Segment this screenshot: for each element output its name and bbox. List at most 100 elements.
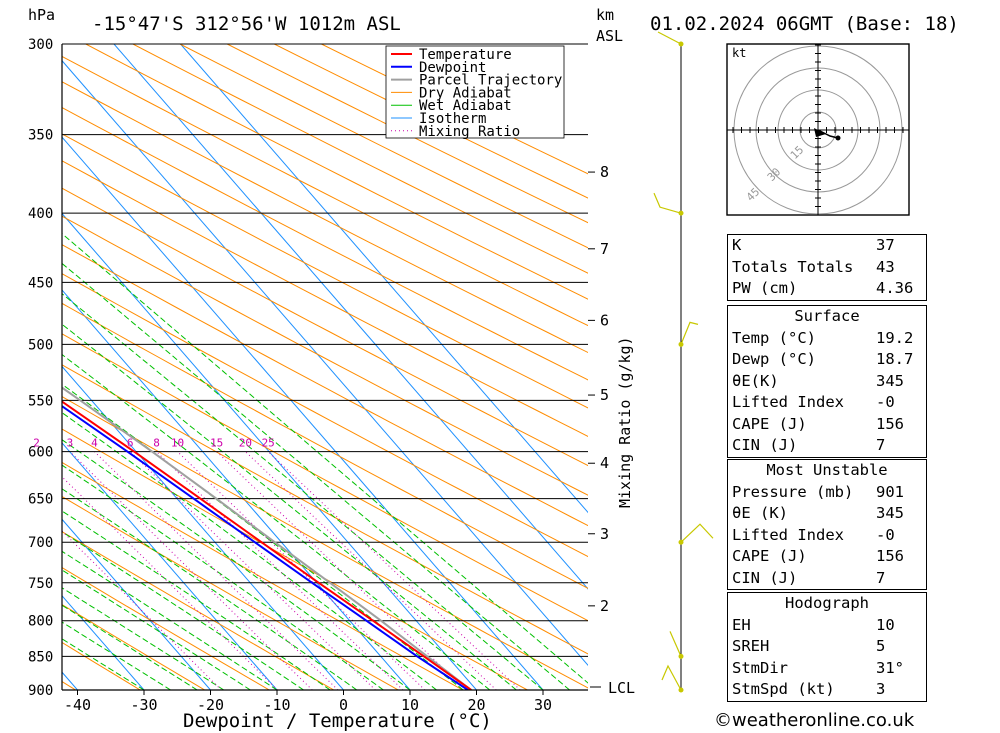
pressure-label: 900 <box>28 683 53 699</box>
height-km-label: 4 <box>600 454 609 472</box>
index-value: 7 <box>872 567 927 590</box>
index-value: 901 <box>872 481 927 503</box>
pressure-label: 850 <box>28 649 53 665</box>
surface-table: Surface Temp (°C) 19.2 Dewp (°C) 18.7 θE(K) 34… <box>727 305 927 458</box>
index-row: SREH 5 <box>727 636 927 658</box>
mixing-ratio-label: 4 <box>91 437 98 450</box>
index-value: -0 <box>872 524 927 546</box>
x-axis-title: Dewpoint / Temperature (°C) <box>183 710 492 732</box>
dry-adiabat-line <box>0 44 11 690</box>
general-indices-table: K 37 Totals Totals 43 PW (cm) 4.36 <box>727 234 927 301</box>
index-label: CIN (J) <box>727 435 872 458</box>
height-km-label: 7 <box>600 240 609 258</box>
mixing-ratio-line <box>62 476 278 690</box>
index-label: PW (cm) <box>727 278 872 301</box>
index-row: PW (cm) 4.36 <box>727 278 927 301</box>
index-label: StmSpd (kt) <box>727 679 872 702</box>
index-row: Totals Totals 43 <box>727 256 927 278</box>
pressure-label: 500 <box>28 337 53 353</box>
isotherm-line <box>113 44 588 590</box>
index-value: 345 <box>872 503 927 525</box>
index-row: Lifted Index -0 <box>727 392 927 414</box>
height-km-label: 8 <box>600 163 609 181</box>
dry-adiabat-line <box>62 273 588 558</box>
index-label: CIN (J) <box>727 567 872 590</box>
pressure-label: 750 <box>28 576 53 592</box>
isotherm-line <box>62 212 477 690</box>
pressure-label: 800 <box>28 614 53 630</box>
legend-label: Temperature <box>419 47 512 63</box>
table-section-title: Surface <box>727 305 927 328</box>
temperature-line <box>62 400 472 690</box>
dry-adiabat-line <box>62 333 588 622</box>
table-header-row: Hodograph <box>727 592 927 615</box>
wind-barb <box>680 523 714 543</box>
index-row: CAPE (J) 156 <box>727 413 927 435</box>
mixing-ratio-labels: 12346810152025 <box>33 437 275 450</box>
isotherm-line <box>180 44 588 514</box>
height-km-label: 6 <box>600 311 609 329</box>
index-value: 345 <box>872 370 927 392</box>
pressure-label: 300 <box>28 37 53 53</box>
index-label: EH <box>727 614 872 636</box>
index-value: 5 <box>872 636 927 658</box>
index-row: K 37 <box>727 234 927 257</box>
index-value: 7 <box>872 435 927 458</box>
index-value: 156 <box>872 413 927 435</box>
datetime-title: 01.02.2024 06GMT (Base: 18) <box>650 13 959 35</box>
pressure-label: 350 <box>28 128 53 144</box>
index-value: 3 <box>872 679 927 702</box>
index-value: -0 <box>872 392 927 414</box>
height-km-label: 5 <box>600 386 609 404</box>
wind-barbs <box>653 31 714 693</box>
height-km-ticks: 8 7 6 5 4 3 2 <box>588 163 609 615</box>
temperature-tick-label: 10 <box>401 696 419 714</box>
mixing-ratio-label: 15 <box>210 437 223 450</box>
index-value: 31° <box>872 657 927 679</box>
pressure-unit-label: hPa <box>28 6 55 24</box>
mixing-ratio-label: 25 <box>262 437 275 450</box>
wet-adiabat-line <box>62 621 171 690</box>
wind-barb <box>653 192 682 214</box>
hodograph: kt 15 30 45 <box>726 43 910 216</box>
legend-label: Parcel Trajectory <box>419 73 562 89</box>
lcl-label: LCL <box>608 679 635 697</box>
height-unit-asl: ASL <box>596 27 623 45</box>
index-label: Totals Totals <box>727 256 872 278</box>
index-row: θE(K) 345 <box>727 370 927 392</box>
pressure-labels: 300 350 400 450 500 550 600 650 700 750 800 850 900 <box>28 37 53 699</box>
index-row: Pressure (mb) 901 <box>727 481 927 503</box>
pressure-label: 450 <box>28 275 53 291</box>
index-row: θE (K) 345 <box>727 503 927 525</box>
mixing-ratio-axis-title: Mixing Ratio (g/kg) <box>616 336 634 508</box>
copyright-footer: ©weatheronline.co.uk <box>714 710 915 731</box>
wet-adiabat-line <box>62 323 517 690</box>
legend-label: Dewpoint <box>419 60 486 76</box>
mixing-ratio-label: 20 <box>239 437 252 450</box>
index-label: K <box>727 234 872 257</box>
temperature-tick-label: -30 <box>130 696 157 714</box>
index-label: θE (K) <box>727 503 872 525</box>
index-value: 156 <box>872 546 927 568</box>
pressure-label: 650 <box>28 492 53 508</box>
isotherm-line <box>0 44 11 690</box>
table-header-row: Most Unstable <box>727 459 927 482</box>
index-label: Dewp (°C) <box>727 349 872 371</box>
mixing-ratio-label: 10 <box>171 437 184 450</box>
index-label: CAPE (J) <box>727 413 872 435</box>
index-row: EH 10 <box>727 614 927 636</box>
wind-barb <box>680 321 699 345</box>
hodograph-table: Hodograph EH 10 SREH 5 StmDir 31° StmSpd (kt) 3 <box>727 592 927 702</box>
index-row: StmSpd (kt) 3 <box>727 679 927 702</box>
wind-barb <box>669 631 682 657</box>
index-value: 10 <box>872 614 927 636</box>
height-km-label: 3 <box>600 525 609 543</box>
legend-box <box>385 45 565 139</box>
temperature-tick-label: -20 <box>197 696 224 714</box>
table-section-title: Hodograph <box>727 592 927 615</box>
dry-adiabat-line <box>62 395 588 689</box>
table-header-row: Surface <box>727 305 927 328</box>
index-label: Pressure (mb) <box>727 481 872 503</box>
